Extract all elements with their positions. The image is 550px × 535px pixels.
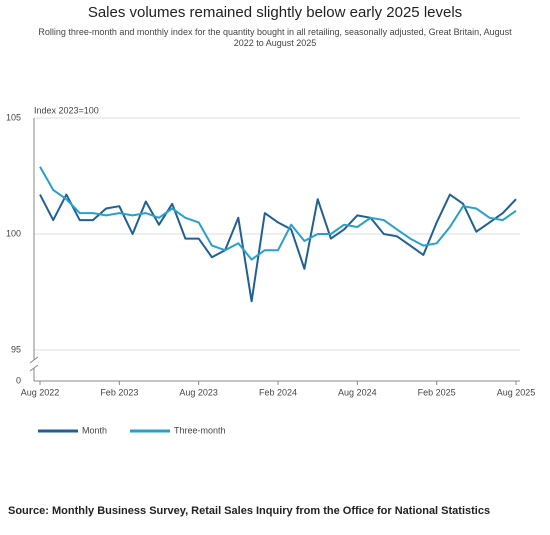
x-tick-label: Feb 2025	[418, 387, 456, 397]
y-tick-label: 105	[6, 112, 21, 122]
legend-label: Month	[82, 425, 107, 435]
chart-subtitle: Rolling three-month and monthly index fo…	[38, 27, 512, 48]
x-tick-label: Feb 2023	[100, 387, 138, 397]
legend-label: Three-month	[174, 425, 226, 435]
chart-title: Sales volumes remained slightly below ea…	[87, 4, 463, 21]
y-axis-label: Index 2023=100	[34, 105, 99, 115]
data-line	[39, 193, 517, 303]
x-tick-label: Aug 2023	[179, 387, 218, 397]
header: Sales volumes remained slightly below ea…	[20, 4, 530, 49]
y-tick-label: 100	[6, 228, 21, 238]
axis-break	[29, 364, 39, 372]
x-tick-label: Aug 2025	[497, 387, 536, 397]
axis-break	[29, 356, 39, 364]
source: Source: Monthly Business Survey, Retail …	[8, 505, 491, 517]
y-tick-label: 95	[11, 344, 21, 354]
y-tick-label: 0	[16, 375, 21, 385]
x-tick-label: Aug 2022	[21, 387, 60, 397]
x-tick-label: Aug 2024	[338, 387, 377, 397]
chart: Index 2023=100 0 95 100 105 Aug 2022 Feb 2023…	[6, 105, 536, 435]
data-line	[39, 166, 517, 261]
x-tick-label: Feb 2024	[259, 387, 297, 397]
